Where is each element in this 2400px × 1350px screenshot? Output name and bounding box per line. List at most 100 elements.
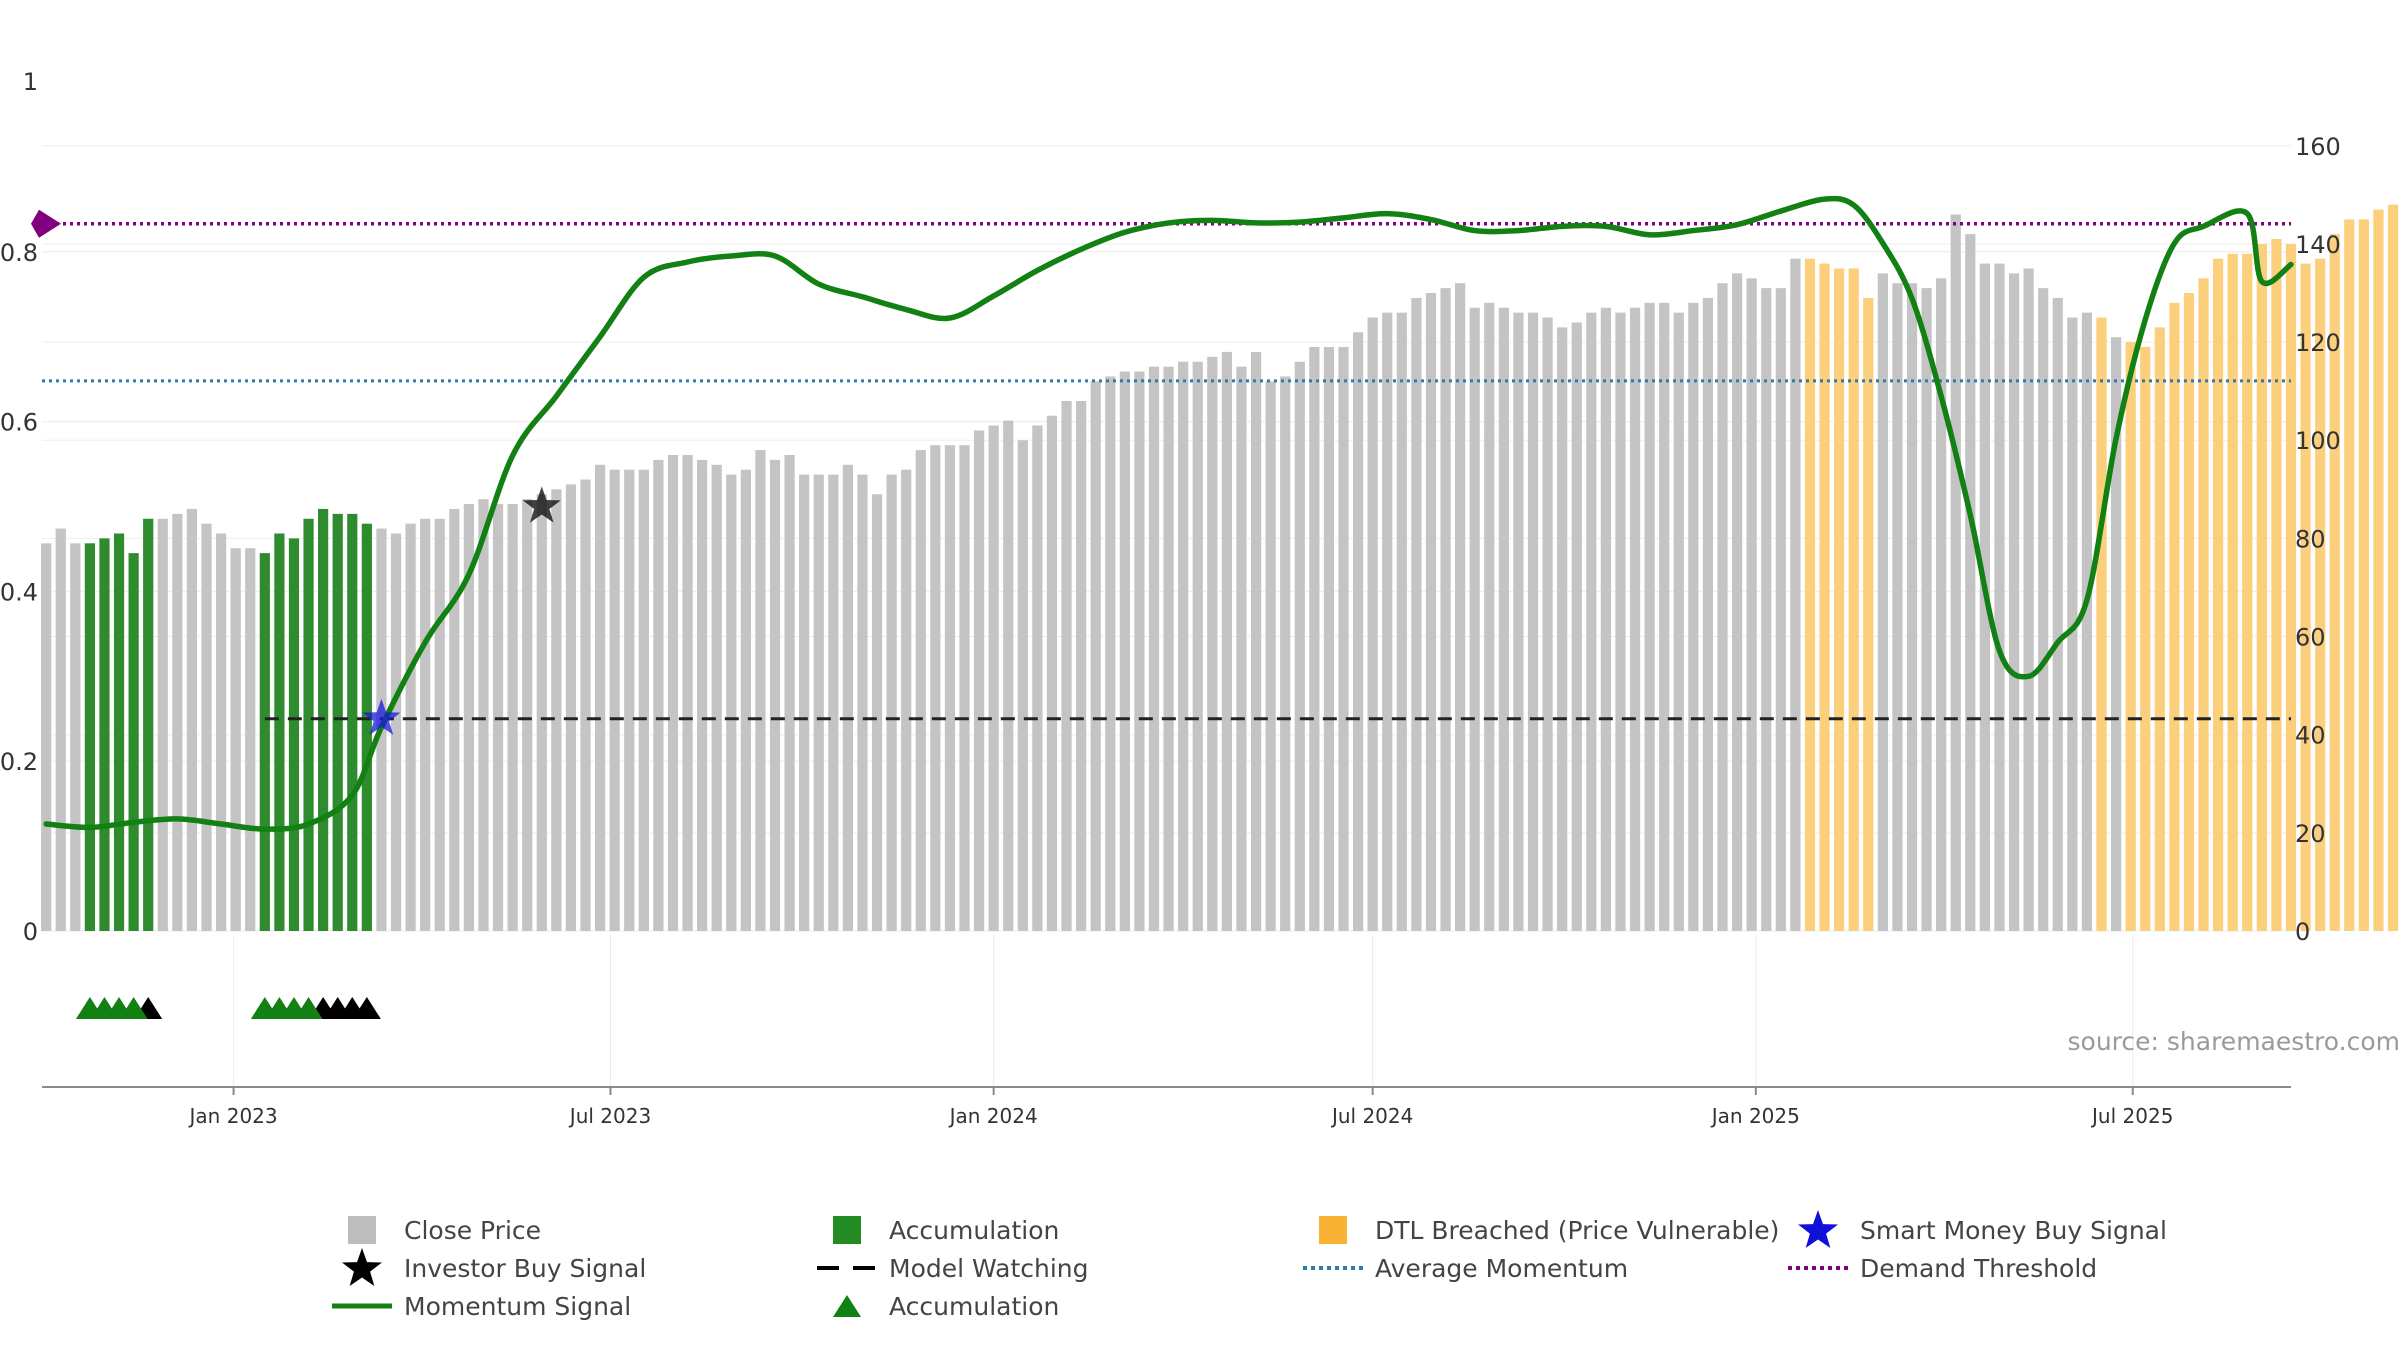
legend-label: Accumulation	[889, 1215, 1060, 1245]
legend-item-smart: Smart Money Buy Signal	[1786, 1210, 2167, 1248]
dtl-breached-bar	[2256, 243, 2267, 931]
close-price-bar	[522, 499, 533, 931]
close-price-bar	[711, 464, 722, 931]
dtl-breached-bar	[2198, 278, 2209, 932]
close-price-bar	[1629, 307, 1641, 931]
close-price-bar	[1163, 366, 1174, 931]
legend-symbol-accum_bar	[815, 1212, 879, 1248]
legend-label: Average Momentum	[1375, 1253, 1629, 1283]
close-price-bar	[1892, 283, 1903, 931]
legend-symbol-dtl	[1301, 1212, 1365, 1248]
close-price-bar	[1411, 297, 1422, 931]
momentum-signal	[43, 195, 2294, 832]
close-price-bar	[1731, 273, 1743, 931]
close-price-bar	[420, 518, 431, 931]
close-price-bar	[1994, 263, 2005, 932]
close-price-bar	[1046, 415, 1058, 932]
close-price-bar	[1498, 307, 1509, 931]
dtl-breached-bar	[1848, 268, 1859, 931]
close-price-bar	[1557, 327, 1568, 931]
close-price-bar	[507, 504, 518, 931]
y-left-tick-label: 0	[23, 918, 38, 946]
dtl-breached-bar	[2213, 258, 2224, 931]
close-price-bar	[973, 430, 985, 931]
close-price-bar	[1950, 214, 1961, 932]
dtl-breached-bar	[2227, 253, 2238, 931]
close-price-bar	[1382, 312, 1393, 931]
close-price-bar	[55, 528, 66, 931]
close-price-bar	[624, 469, 635, 931]
close-price-bar	[1396, 312, 1407, 931]
close-price-bars	[41, 204, 2399, 932]
close-price-bar	[41, 543, 52, 931]
accumulation-bar	[259, 553, 270, 931]
close-price-bar	[1775, 288, 1786, 931]
close-price-bar	[1178, 361, 1189, 931]
legend-item-accum_tri: Accumulation	[815, 1288, 1059, 1324]
y-left-tick-label: 0.8	[0, 239, 38, 267]
legend-symbol-accum_tri	[815, 1288, 879, 1324]
close-price-bar	[1469, 307, 1480, 931]
close-price-bar	[1280, 376, 1291, 931]
close-price-bar	[1906, 283, 1918, 931]
close-price-bar	[799, 474, 810, 931]
close-price-bar	[697, 459, 708, 931]
y-left-tick-label: 0.2	[0, 748, 38, 776]
close-price-bar	[2023, 268, 2034, 931]
close-price-bar	[638, 469, 649, 931]
legend-symbol-close	[330, 1212, 394, 1248]
close-price-bar	[1921, 288, 1932, 931]
close-price-bar	[1455, 283, 1466, 931]
close-price-bar	[70, 543, 81, 931]
legend-label: DTL Breached (Price Vulnerable)	[1375, 1215, 1780, 1245]
legend-item-close: Close Price	[330, 1212, 541, 1248]
close-price-bar	[1236, 366, 1247, 931]
legend-label: Model Watching	[889, 1253, 1089, 1283]
accumulation-bar	[113, 533, 125, 931]
close-price-bar	[915, 450, 926, 931]
legend-symbol-watching	[815, 1250, 879, 1286]
close-price-bar	[769, 459, 781, 931]
close-price-bar	[1746, 278, 1757, 932]
close-price-bar	[1717, 283, 1728, 931]
close-price-bar	[1513, 312, 1524, 931]
x-tick-label: Jul 2025	[2090, 1104, 2173, 1128]
close-price-bar	[390, 533, 402, 931]
close-price-bar	[726, 474, 737, 931]
accumulation-bar	[143, 518, 154, 931]
x-tick-label: Jul 2023	[568, 1104, 651, 1128]
close-price-bar	[1673, 312, 1684, 931]
legend-label: Accumulation	[889, 1291, 1060, 1321]
legend-symbol-demand	[1786, 1250, 1850, 1286]
close-price-bar	[1484, 302, 1495, 932]
close-price-bar	[1877, 273, 1888, 931]
close-price-bar	[1936, 278, 1947, 932]
legend-label: Close Price	[404, 1215, 542, 1245]
close-price-bar	[551, 489, 562, 931]
legend-item-dtl: DTL Breached (Price Vulnerable)	[1301, 1212, 1779, 1248]
close-price-bar	[1090, 381, 1101, 931]
legend-item-demand: Demand Threshold	[1786, 1250, 2097, 1286]
dtl-breached-bar	[2358, 219, 2369, 931]
close-price-bar	[2038, 288, 2049, 931]
dtl-breached-bar	[2169, 302, 2180, 932]
legend-label: Smart Money Buy Signal	[1860, 1215, 2167, 1245]
close-price-bar	[1294, 361, 1305, 931]
close-price-bar	[1702, 297, 1714, 931]
close-price-bar	[405, 523, 416, 931]
close-price-bar	[857, 474, 868, 931]
y-left-top-label: 1	[23, 68, 38, 96]
x-tick-label: Jan 2024	[948, 1104, 1038, 1128]
close-price-bar	[215, 533, 227, 931]
dtl-breached-bar	[2300, 263, 2311, 932]
close-price-bar	[828, 474, 839, 931]
dtl-breached-bar	[2125, 342, 2136, 931]
legend-item-accum_bar: Accumulation	[815, 1212, 1059, 1248]
legend-symbol-avg	[1301, 1250, 1365, 1286]
close-price-bar	[463, 504, 474, 931]
y-right-tick-label: 40	[2295, 722, 2326, 750]
close-price-bar	[755, 450, 766, 931]
close-price-bar	[1003, 420, 1014, 931]
y-right-tick-label: 160	[2295, 133, 2341, 161]
dtl-breached-bar	[1863, 297, 1874, 931]
